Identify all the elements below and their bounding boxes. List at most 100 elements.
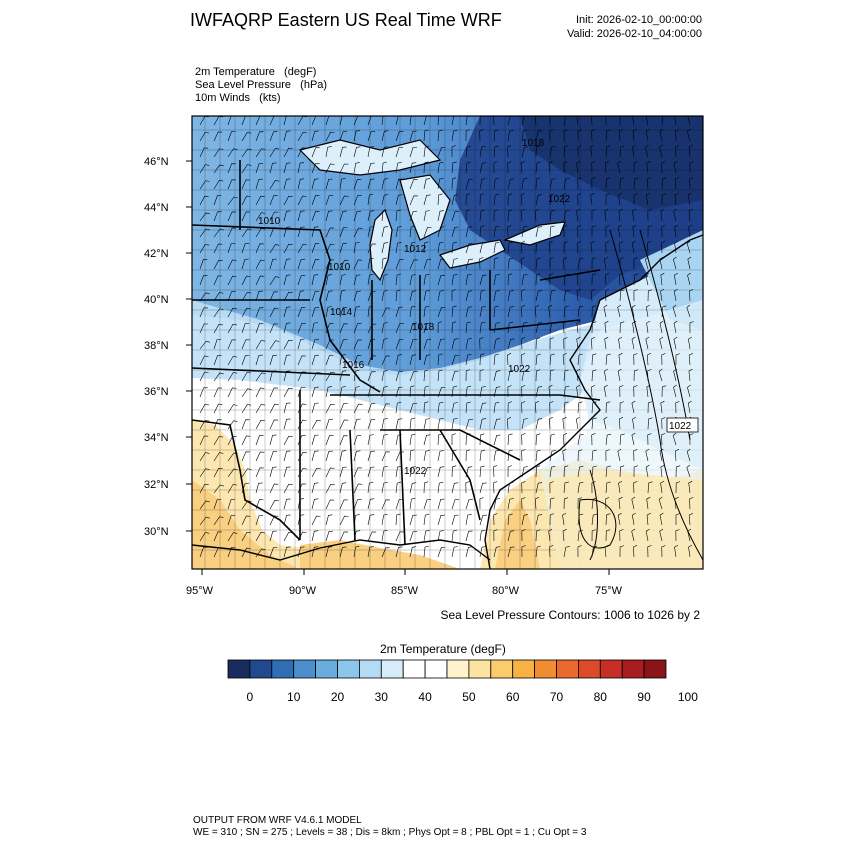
wind-barb	[437, 210, 445, 222]
wind-barb	[661, 433, 666, 446]
wind-barb	[660, 480, 665, 494]
wind-barb	[311, 546, 319, 558]
wind-barb	[674, 116, 677, 126]
wind-barb	[283, 116, 287, 126]
wind-barb	[631, 208, 636, 222]
wind-barb	[465, 161, 471, 174]
wind-barb	[381, 322, 388, 334]
wind-barb	[437, 353, 443, 366]
wind-barb	[633, 545, 638, 558]
wind-barb	[269, 451, 278, 462]
contour-label: 1010	[258, 216, 281, 227]
colorbar-swatch	[380, 659, 404, 679]
wind-barb	[493, 418, 501, 430]
wind-barb	[575, 416, 580, 430]
wind-barb	[659, 512, 664, 526]
wind-barb	[199, 212, 210, 222]
contour-label: 1022	[548, 194, 571, 205]
wind-barb	[632, 144, 636, 158]
wind-barb	[269, 466, 277, 478]
wind-barb	[381, 290, 388, 302]
wind-barb	[213, 547, 223, 558]
wind-barb	[283, 339, 293, 350]
wind-barb	[591, 225, 596, 237]
wind-barb	[493, 465, 498, 478]
wind-barb	[633, 369, 639, 382]
wind-barb	[423, 116, 427, 126]
contour-label: 1022	[669, 421, 692, 432]
wind-barb	[507, 161, 512, 174]
wind-barb	[689, 161, 694, 174]
wind-barb	[241, 500, 252, 510]
wind-barb	[325, 195, 334, 206]
wind-barb	[451, 274, 458, 286]
wind-barb	[255, 290, 263, 302]
wind-barb	[395, 401, 402, 414]
wind-barb	[549, 116, 551, 126]
wind-barb	[367, 498, 375, 510]
colorbar-swatch	[621, 659, 645, 679]
wind-barb	[493, 305, 499, 318]
wind-barb	[367, 178, 375, 190]
wind-barb	[521, 529, 526, 542]
wind-barb	[535, 418, 543, 430]
wind-barb	[199, 323, 209, 334]
wind-barb	[297, 419, 307, 430]
wind-barb	[618, 208, 623, 222]
wind-barb	[617, 224, 622, 238]
wind-barb	[465, 178, 473, 190]
wind-barb	[576, 368, 581, 382]
wind-barb	[395, 178, 403, 190]
wind-barb	[339, 210, 347, 222]
wind-barb	[507, 385, 512, 398]
contour-labels: 1018 1022 1010 1012 1010 1014 1018 1016 …	[258, 138, 699, 477]
wind-barb	[507, 306, 515, 318]
wind-barb	[325, 227, 335, 238]
wind-barb	[269, 162, 277, 174]
wind-barb	[283, 450, 291, 462]
wind-barb	[269, 244, 280, 254]
wind-barb	[645, 192, 650, 206]
wind-barb	[381, 161, 387, 174]
wind-barb	[227, 307, 237, 318]
wind-barb	[325, 499, 335, 510]
wind-barb	[269, 258, 277, 270]
wind-barb	[521, 370, 528, 382]
wind-barb	[479, 116, 481, 126]
wind-barb	[549, 257, 554, 270]
wind-barb	[686, 448, 691, 462]
wind-barb	[255, 435, 264, 446]
wind-barb	[661, 241, 666, 254]
wind-barb	[521, 116, 525, 126]
wind-barb	[255, 148, 266, 158]
wind-barb	[479, 209, 485, 222]
colorbar-swatch	[337, 659, 360, 679]
wind-barb	[311, 243, 320, 254]
wind-barb	[465, 354, 472, 366]
wind-barb	[535, 433, 541, 446]
wind-barb	[548, 304, 553, 318]
wind-barb	[646, 384, 651, 398]
wind-barb	[227, 116, 232, 126]
wind-barb	[227, 372, 238, 382]
wind-barb	[283, 130, 291, 142]
wind-barb	[493, 116, 495, 126]
wind-barb	[562, 512, 567, 526]
wind-barb	[311, 178, 319, 190]
wind-barb	[213, 148, 224, 158]
wind-barb	[605, 225, 610, 238]
wind-barb	[255, 228, 266, 238]
wind-barb	[617, 512, 622, 526]
wind-barb	[409, 241, 416, 254]
wind-barb	[535, 337, 541, 350]
wind-barb	[521, 385, 526, 398]
wind-barb	[646, 353, 652, 366]
colorbar-swatch	[227, 659, 251, 679]
colorbar-swatch	[490, 659, 514, 679]
wind-barb	[255, 116, 264, 126]
wind-barb	[465, 418, 474, 430]
wind-barb	[548, 417, 553, 430]
wind-barb	[675, 465, 681, 478]
wind-barb	[353, 162, 360, 174]
wind-barb	[576, 273, 581, 286]
